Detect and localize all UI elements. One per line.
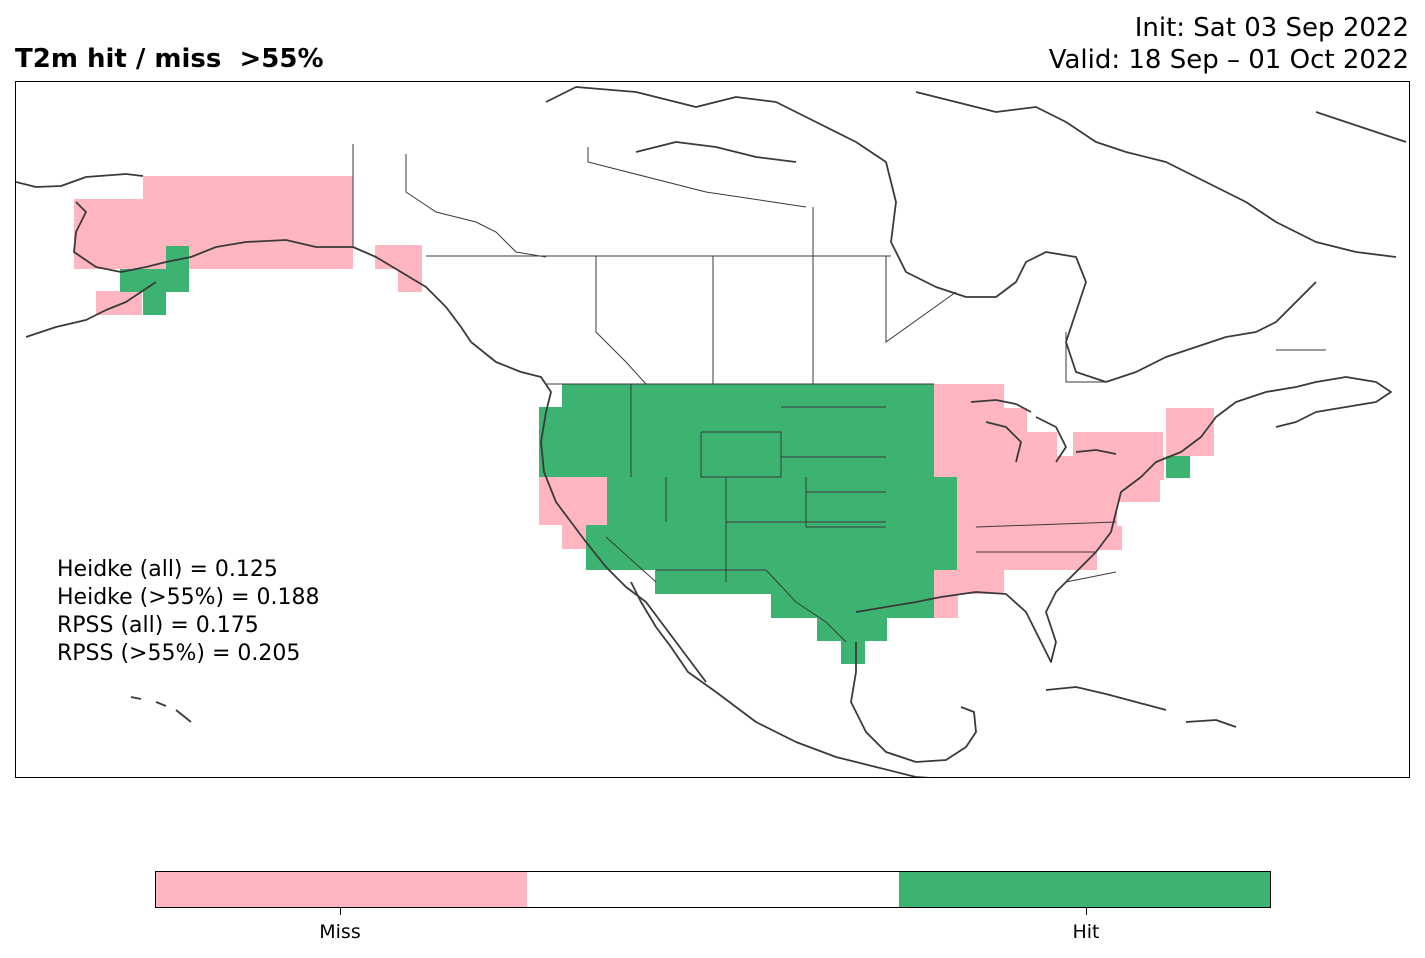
rpss-55: RPSS (>55%) = 0.205 xyxy=(57,641,301,666)
map-panel xyxy=(15,81,1410,778)
coastlines xyxy=(16,86,1407,777)
hit-tick xyxy=(1086,908,1087,915)
map-title: T2m hit / miss >55% xyxy=(15,44,324,74)
date-info: Init: Sat 03 Sep 2022 Valid: 18 Sep – 01… xyxy=(1049,12,1409,76)
miss-label: Miss xyxy=(319,921,361,943)
heidke-all: Heidke (all) = 0.125 xyxy=(57,557,278,582)
colorbar-hit-segment xyxy=(898,872,1270,907)
north-america-map xyxy=(16,86,1407,777)
colorbar-miss-segment xyxy=(156,872,528,907)
init-date: Init: Sat 03 Sep 2022 xyxy=(1134,13,1409,43)
colorbar-neutral-segment xyxy=(527,872,899,907)
miss-tick xyxy=(340,908,341,915)
heidke-55: Heidke (>55%) = 0.188 xyxy=(57,585,320,610)
hit-cells xyxy=(120,246,1190,664)
valid-range: Valid: 18 Sep – 01 Oct 2022 xyxy=(1048,45,1409,75)
skill-scores: Heidke (all) = 0.125 Heidke (>55%) = 0.1… xyxy=(57,556,320,668)
rpss-all: RPSS (all) = 0.175 xyxy=(57,613,259,638)
borders xyxy=(352,144,1326,643)
hit-label: Hit xyxy=(1072,921,1100,943)
colorbar xyxy=(155,871,1271,908)
